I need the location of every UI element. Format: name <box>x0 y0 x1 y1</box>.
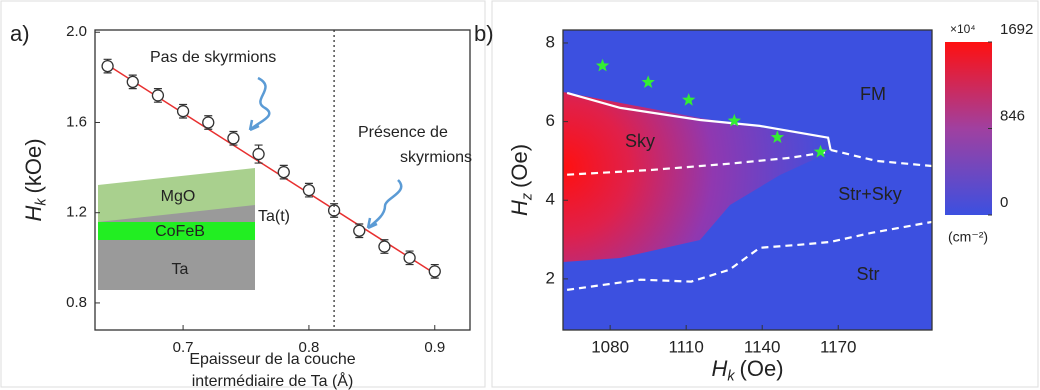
inset-label: Ta(t) <box>258 208 290 225</box>
x-tick-label: 1170 <box>820 337 857 356</box>
point <box>378 240 391 253</box>
axis-unit: (kOe) <box>21 138 46 193</box>
line <box>566 220 933 291</box>
y-tick-label: 4 <box>546 190 555 209</box>
line <box>567 150 829 176</box>
y-tick-label: 0.8 <box>66 294 87 311</box>
y-tick-label: 8 <box>546 32 555 51</box>
point <box>227 132 240 145</box>
x-tick-label: 0.9 <box>424 339 445 356</box>
point <box>353 224 366 237</box>
inset-label: CoFeB <box>155 223 205 240</box>
arrow <box>366 179 403 230</box>
point <box>126 75 139 89</box>
line <box>830 148 933 168</box>
annotation: Sky <box>625 131 655 151</box>
annotation: skyrmions <box>400 149 472 166</box>
y-tick-label: 2 <box>546 268 555 287</box>
line <box>566 91 832 151</box>
colorbar-tick-label: 1692 <box>1000 21 1033 38</box>
point <box>176 105 190 118</box>
x-tick-label: 0.7 <box>173 339 194 356</box>
colorbar-multiplier: ×10⁴ <box>950 22 976 36</box>
axis-title: Hk (Oe) <box>711 356 783 385</box>
y-tick-label: 1.6 <box>66 113 87 130</box>
y-tick-label: 6 <box>546 111 555 130</box>
axis-subscript: k <box>727 368 735 384</box>
point <box>302 184 316 197</box>
panel-label: b) <box>474 21 494 46</box>
annotation: Pas de skyrmions <box>150 49 276 66</box>
point <box>428 265 441 278</box>
inset-label: Ta <box>172 261 189 278</box>
annotation: Str+Sky <box>838 184 902 204</box>
axis-unit: (Oe) <box>507 144 532 188</box>
colorbar <box>945 42 992 215</box>
colorbar-tick-label: 0 <box>1000 194 1008 211</box>
arrow <box>248 76 271 132</box>
star-point <box>770 130 785 143</box>
x-tick-label: 1080 <box>591 337 629 356</box>
point <box>403 251 416 264</box>
panel-label: a) <box>10 21 30 46</box>
panel-border <box>491 0 1039 388</box>
colorbar-unit: (cm⁻²) <box>948 229 988 245</box>
annotation: Présence de <box>358 124 448 141</box>
y-tick-label: 2.0 <box>66 23 87 40</box>
y-tick-label: 1.2 <box>66 204 87 221</box>
axis-subscript: k <box>33 198 49 206</box>
point <box>252 147 265 161</box>
axis-symbol: H <box>21 206 46 222</box>
inset-label: MgO <box>161 188 196 205</box>
axis-title: Hk (kOe) <box>21 138 50 221</box>
star-point <box>682 93 696 106</box>
star-point <box>727 113 741 127</box>
x-tick-label: 1110 <box>669 337 704 356</box>
point <box>277 165 290 179</box>
axis-symbol: H <box>507 200 532 216</box>
annotation: FM <box>860 84 886 104</box>
axis-subscript: z <box>519 193 535 201</box>
heatmap-region <box>563 92 830 262</box>
x-axis-title: Epaisseur de la couche <box>189 351 355 368</box>
annotation: Str <box>856 264 879 284</box>
point <box>202 116 215 129</box>
inset <box>98 168 255 290</box>
star-point <box>813 144 828 158</box>
plot-frame <box>562 29 933 331</box>
axis-title: Hz (Oe) <box>507 144 536 216</box>
axis-unit: (Oe) <box>740 356 784 381</box>
x-tick-label: 1140 <box>744 337 781 356</box>
x-tick-label: 0.8 <box>298 339 319 356</box>
axis-symbol: H <box>711 356 727 381</box>
star-point <box>641 75 655 88</box>
point <box>151 89 165 102</box>
star-point <box>595 58 610 72</box>
plot-frame <box>94 29 471 331</box>
panel-border <box>0 0 486 388</box>
x-axis-title: intermédiaire de Ta (Å) <box>192 371 354 390</box>
colorbar-tick-label: 846 <box>1000 107 1025 124</box>
point <box>101 59 114 73</box>
